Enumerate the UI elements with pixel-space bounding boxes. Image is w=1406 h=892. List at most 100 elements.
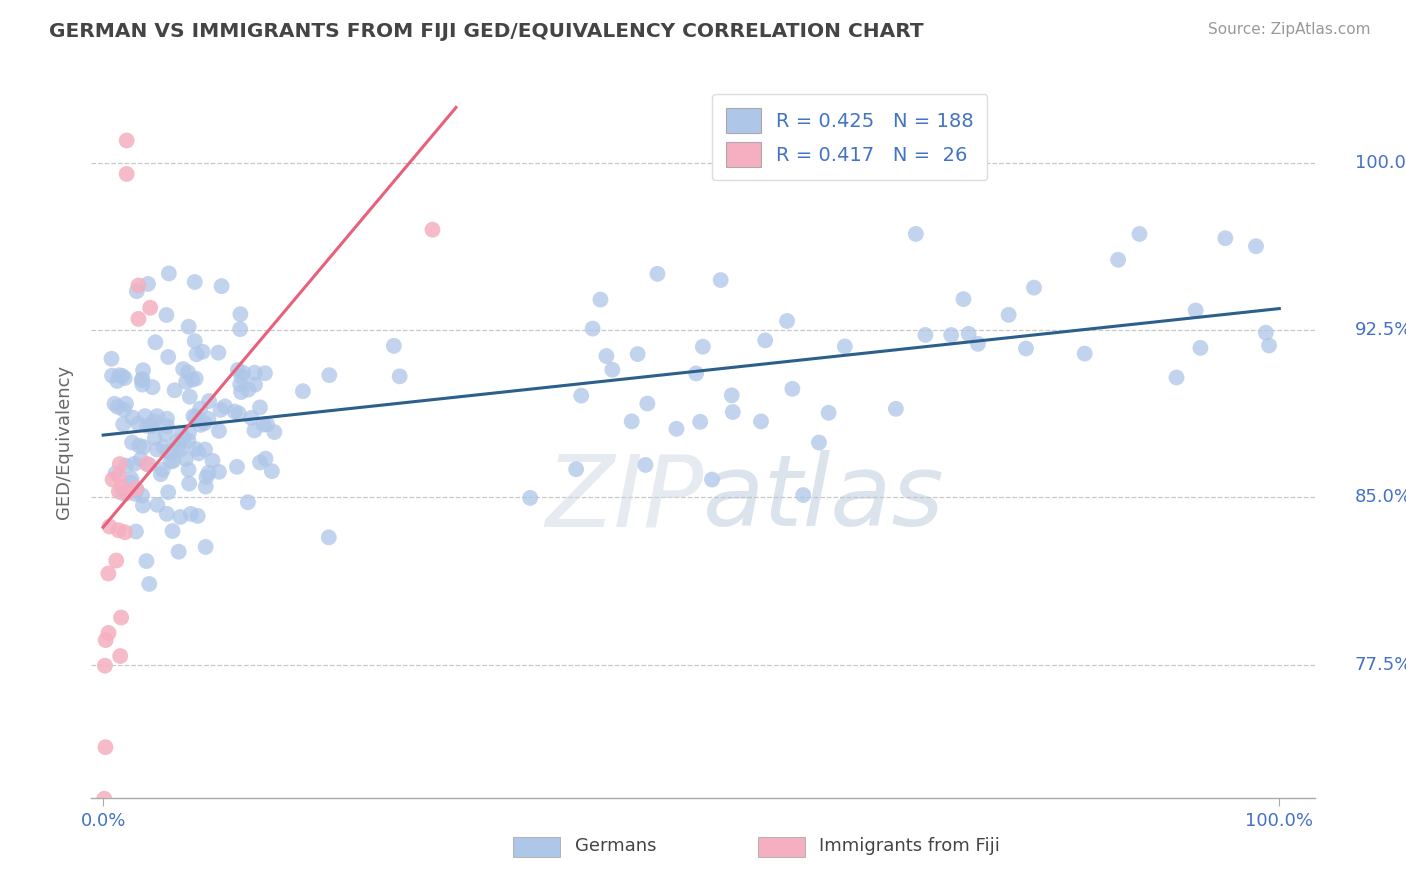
Point	[177, 463, 200, 477]
Point	[159, 454, 181, 468]
Point	[190, 417, 212, 432]
Point	[172, 362, 194, 376]
Point	[107, 468, 129, 483]
Point	[93, 791, 115, 805]
Legend: R = 0.425   N = 188, R = 0.417   N =  26: R = 0.425 N = 188, R = 0.417 N = 26	[711, 95, 987, 180]
Point	[173, 431, 195, 445]
Point	[1258, 338, 1281, 352]
Point	[162, 454, 184, 468]
Point	[776, 314, 799, 328]
Point	[94, 740, 117, 755]
Point	[589, 293, 612, 307]
Point	[105, 374, 128, 388]
Point	[569, 389, 592, 403]
Point	[97, 626, 120, 640]
Point	[107, 400, 129, 414]
Point	[184, 442, 207, 456]
Point	[177, 319, 200, 334]
Point	[1254, 326, 1277, 340]
Point	[224, 404, 246, 418]
Text: 92.5%: 92.5%	[1355, 321, 1406, 339]
Point	[1128, 227, 1150, 241]
Point	[595, 349, 617, 363]
Point	[146, 442, 169, 457]
Point	[127, 278, 149, 293]
Point	[97, 566, 120, 581]
Point	[107, 523, 129, 537]
Point	[104, 467, 127, 481]
Point	[127, 417, 149, 431]
Point	[111, 369, 134, 384]
Point	[665, 422, 688, 436]
Point	[170, 426, 193, 441]
Point	[155, 308, 177, 322]
Point	[160, 446, 183, 460]
Point	[125, 284, 148, 298]
Point	[115, 133, 138, 147]
Point	[135, 554, 157, 568]
Point	[108, 368, 131, 383]
Point	[952, 292, 974, 306]
Point	[167, 438, 190, 452]
Y-axis label: GED/Equivalency: GED/Equivalency	[55, 365, 73, 518]
Point	[132, 363, 155, 377]
Text: Germans: Germans	[575, 838, 657, 855]
Point	[209, 402, 232, 417]
Point	[138, 458, 160, 472]
Point	[194, 442, 217, 457]
Point	[107, 484, 129, 499]
Point	[627, 347, 650, 361]
Point	[156, 419, 179, 434]
Point	[243, 424, 266, 438]
Point	[131, 373, 153, 387]
Point	[177, 434, 200, 448]
Point	[834, 339, 856, 353]
Point	[143, 431, 166, 445]
Point	[620, 414, 643, 428]
Point	[229, 322, 252, 336]
Point	[174, 375, 197, 389]
Point	[149, 467, 172, 482]
Point	[166, 434, 188, 449]
FancyBboxPatch shape	[758, 837, 804, 857]
Point	[1015, 342, 1038, 356]
Point	[636, 396, 658, 410]
Point	[1022, 280, 1045, 294]
Point	[121, 410, 143, 425]
Point	[138, 577, 160, 591]
Point	[260, 464, 283, 478]
Point	[125, 483, 148, 497]
Point	[124, 487, 146, 501]
Point	[121, 472, 143, 486]
Point	[1166, 370, 1188, 384]
Point	[131, 372, 153, 386]
Point	[177, 425, 200, 440]
Point	[135, 457, 157, 471]
Point	[749, 414, 772, 428]
Text: 85.0%: 85.0%	[1355, 488, 1406, 507]
Point	[198, 394, 221, 409]
Point	[291, 384, 314, 399]
Point	[422, 222, 444, 236]
Point	[263, 425, 285, 439]
Point	[142, 414, 165, 428]
Point	[388, 369, 411, 384]
Point	[884, 401, 907, 416]
Point	[132, 440, 155, 454]
Point	[131, 377, 153, 392]
Point	[146, 498, 169, 512]
Point	[721, 405, 744, 419]
Point	[184, 275, 207, 289]
Point	[254, 451, 277, 466]
Point	[156, 411, 179, 425]
Point	[145, 335, 167, 350]
Text: Immigrants from Fiji: Immigrants from Fiji	[820, 838, 1000, 855]
Point	[188, 401, 211, 416]
Point	[1107, 252, 1129, 267]
Point	[207, 345, 229, 359]
Point	[187, 446, 209, 460]
Point	[253, 366, 276, 380]
Point	[101, 473, 124, 487]
Point	[214, 400, 236, 414]
Point	[141, 418, 163, 433]
